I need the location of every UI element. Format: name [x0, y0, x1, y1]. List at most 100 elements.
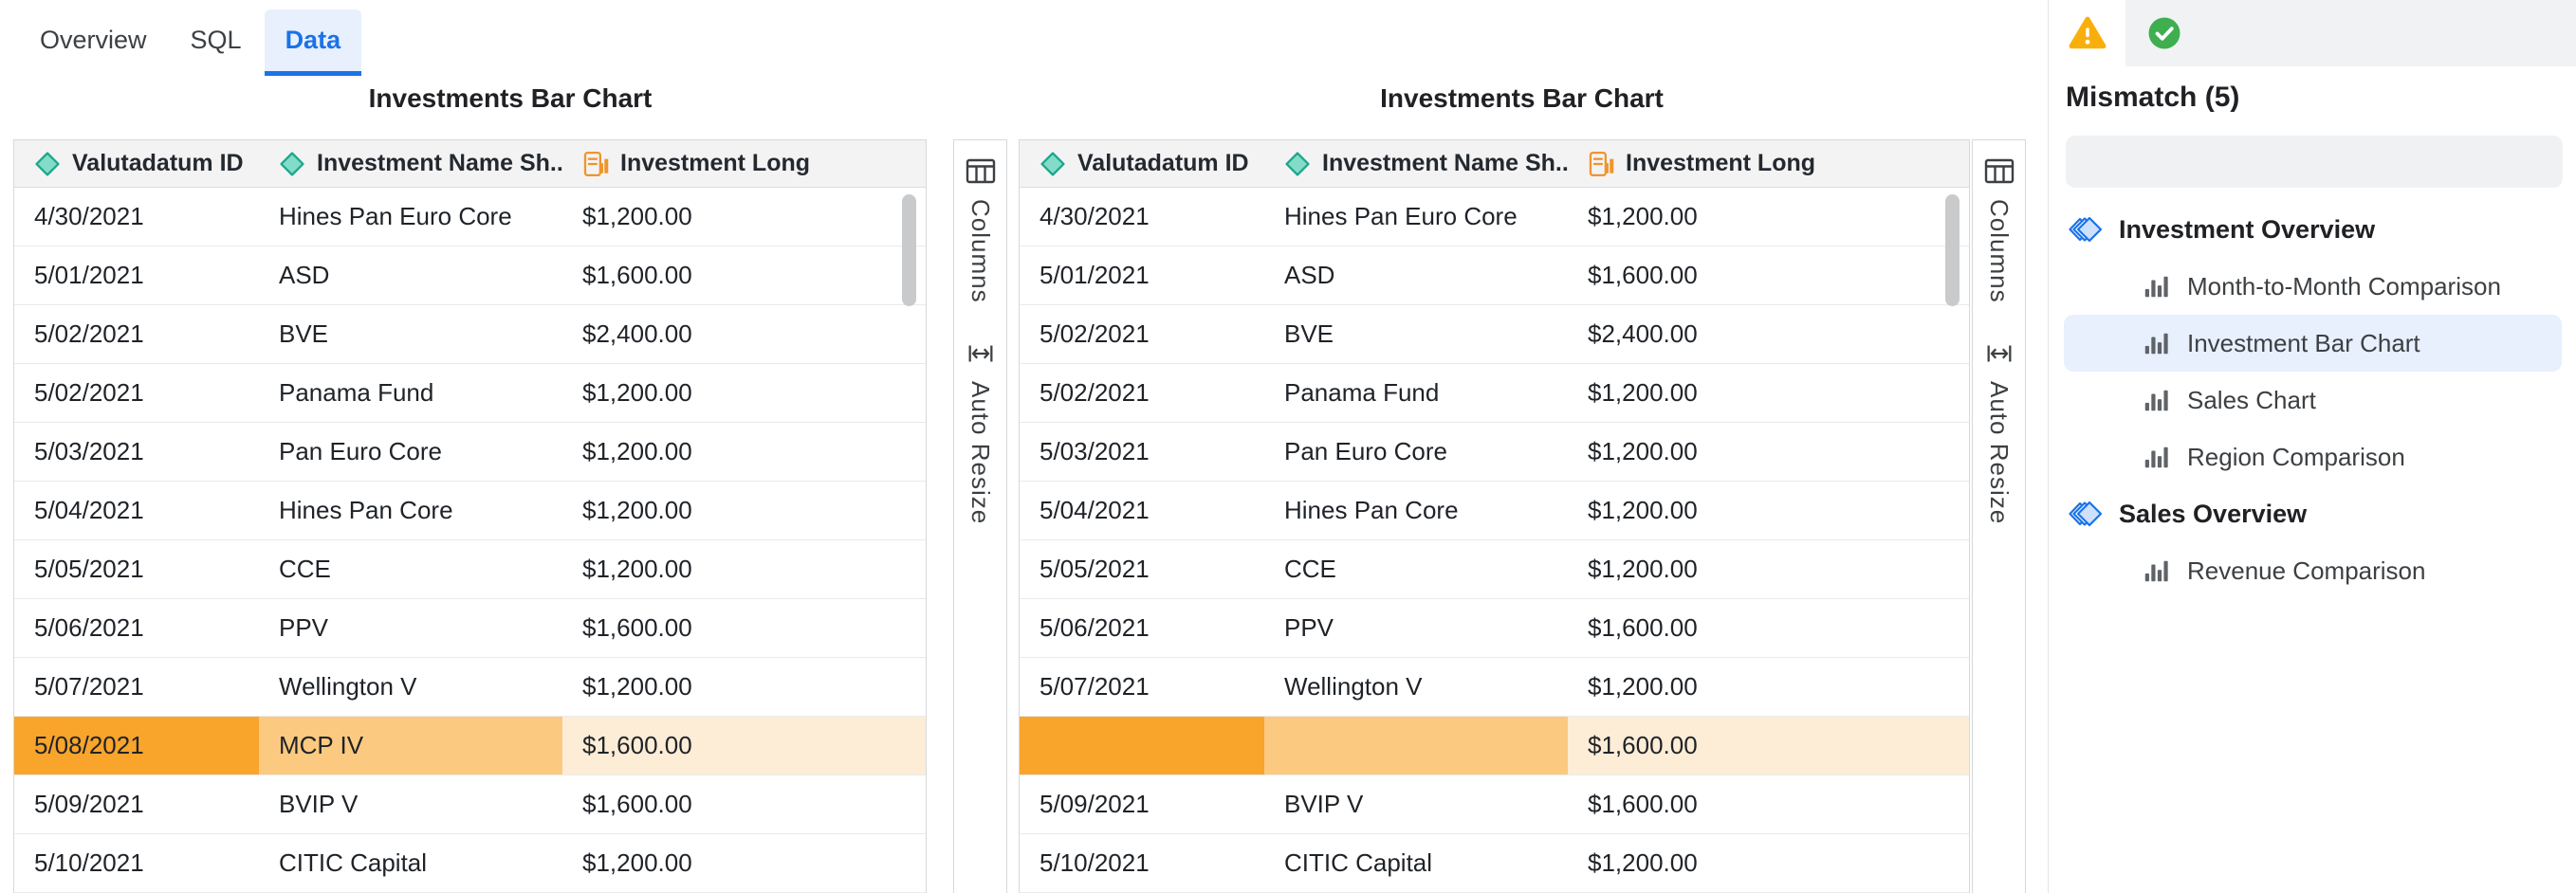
table-cell[interactable]: PPV	[279, 613, 329, 642]
search-input[interactable]	[2083, 136, 2494, 190]
table-cell[interactable]: MCP IV	[259, 717, 562, 775]
table-cell[interactable]: $1,200.00	[582, 378, 692, 407]
table-cell[interactable]: 5/02/2021	[34, 378, 144, 407]
table-cell[interactable]: 4/30/2021	[1040, 202, 1150, 230]
tree-item-revenue-comparison[interactable]: Revenue Comparison	[2064, 542, 2562, 599]
table-cell[interactable]: 5/04/2021	[34, 496, 144, 524]
table-cell[interactable]: $1,200.00	[582, 672, 692, 701]
table-cell[interactable]: 5/01/2021	[34, 261, 144, 289]
column-header-investment-name-sh[interactable]: Investment Name Sh...	[259, 140, 562, 187]
table-cell[interactable]: $1,600.00	[582, 613, 692, 642]
table-cell[interactable]: 5/05/2021	[34, 555, 144, 583]
table-cell[interactable]: 5/05/2021	[1040, 555, 1150, 583]
table-cell[interactable]: $1,600.00	[1588, 613, 1698, 642]
table-cell[interactable]: 4/30/2021	[34, 202, 144, 230]
table-cell[interactable]: CCE	[279, 555, 331, 583]
table-cell[interactable]: BVE	[1284, 319, 1334, 348]
tree-item-region-comparison[interactable]: Region Comparison	[2064, 428, 2562, 485]
table-cell[interactable]: 5/07/2021	[34, 672, 144, 701]
tree-item-label: Revenue Comparison	[2187, 556, 2426, 585]
table-cell[interactable]: 5/01/2021	[1040, 261, 1150, 289]
tab-data[interactable]: Data	[264, 9, 362, 76]
table-cell[interactable]: $1,200.00	[582, 555, 692, 583]
table-cell[interactable]: $1,200.00	[582, 848, 692, 877]
table-cell[interactable]: 5/07/2021	[1040, 672, 1150, 701]
table-cell[interactable]: $1,200.00	[582, 202, 692, 230]
table-cell[interactable]: Hines Pan Core	[1284, 496, 1459, 524]
tree-item-sales-chart[interactable]: Sales Chart	[2064, 372, 2562, 428]
table-cell[interactable]: Hines Pan Euro Core	[279, 202, 512, 230]
table-cell[interactable]: 5/03/2021	[34, 437, 144, 465]
status-tab-warning[interactable]	[2049, 0, 2125, 66]
column-header-investment-name-sh[interactable]: Investment Name Sh...	[1264, 140, 1568, 187]
table-cell[interactable]: 5/06/2021	[34, 613, 144, 642]
table-cell[interactable]: $1,600.00	[1568, 717, 1969, 775]
table-cell[interactable]: 5/02/2021	[34, 319, 144, 348]
column-header-investment-long[interactable]: Investment Long	[562, 140, 926, 187]
table-cell[interactable]: $1,600.00	[1588, 261, 1698, 289]
tree-group-sales-overview[interactable]: Sales Overview	[2049, 485, 2576, 542]
table-cell[interactable]: BVE	[279, 319, 329, 348]
table-cell[interactable]: $2,400.00	[1588, 319, 1698, 348]
tree-item-investment-bar-chart[interactable]: Investment Bar Chart	[2064, 315, 2562, 372]
columns-tool-button[interactable]: Columns	[1982, 154, 2016, 303]
table-cell[interactable]: $1,200.00	[1588, 848, 1698, 877]
table-cell[interactable]: 5/02/2021	[1040, 378, 1150, 407]
table-cell[interactable]: $1,200.00	[1588, 378, 1698, 407]
table-cell[interactable]: 5/08/2021	[14, 717, 259, 775]
column-header-label: Investment Name Sh...	[317, 150, 562, 176]
table-cell[interactable]: 5/02/2021	[1040, 319, 1150, 348]
table-cell[interactable]: $1,200.00	[1588, 437, 1698, 465]
column-header-valutadatum-id[interactable]: Valutadatum ID	[14, 140, 259, 187]
table-cell[interactable]: $2,400.00	[582, 319, 692, 348]
table-cell[interactable]: BVIP V	[279, 790, 359, 818]
columns-tool-button[interactable]: Columns	[964, 154, 998, 303]
auto-resize-tool-button[interactable]: Auto Resize	[965, 337, 997, 524]
table-cell[interactable]: CCE	[1284, 555, 1336, 583]
table-cell[interactable]: $1,600.00	[562, 717, 926, 775]
column-header-investment-long[interactable]: Investment Long	[1568, 140, 1969, 187]
table-cell[interactable]: Pan Euro Core	[1284, 437, 1447, 465]
column-header-valutadatum-id[interactable]: Valutadatum ID	[1020, 140, 1264, 187]
vertical-scrollbar-thumb[interactable]	[1945, 194, 1960, 306]
table-cell[interactable]: Wellington V	[1284, 672, 1423, 701]
tab-overview[interactable]: Overview	[40, 26, 147, 54]
table-cell[interactable]: Wellington V	[279, 672, 417, 701]
table-cell[interactable]: CITIC Capital	[279, 848, 428, 877]
table-cell[interactable]: ASD	[279, 261, 330, 289]
table-cell[interactable]: CITIC Capital	[1284, 848, 1433, 877]
vertical-scrollbar-thumb[interactable]	[902, 194, 916, 306]
table-cell[interactable]: Panama Fund	[1284, 378, 1440, 407]
table-cell[interactable]: Pan Euro Core	[279, 437, 442, 465]
table-cell[interactable]: 5/09/2021	[1040, 790, 1150, 818]
status-tab-success[interactable]	[2125, 0, 2202, 66]
table-cell[interactable]: $1,200.00	[1588, 496, 1698, 524]
table-cell[interactable]: Hines Pan Core	[279, 496, 453, 524]
table-cell[interactable]: Hines Pan Euro Core	[1284, 202, 1518, 230]
tab-sql[interactable]: SQL	[190, 26, 242, 54]
table-cell[interactable]	[1020, 717, 1264, 775]
table-cell[interactable]: Panama Fund	[279, 378, 434, 407]
table-cell[interactable]: $1,600.00	[582, 261, 692, 289]
table-cell[interactable]: ASD	[1284, 261, 1335, 289]
table-cell[interactable]: 5/10/2021	[1040, 848, 1150, 877]
auto-resize-tool-button[interactable]: Auto Resize	[1983, 337, 2015, 524]
table-row: 5/02/2021 Panama Fund $1,200.00	[14, 364, 926, 423]
table-cell[interactable]: 5/03/2021	[1040, 437, 1150, 465]
table-cell[interactable]: $1,600.00	[1588, 790, 1698, 818]
table-cell[interactable]: $1,200.00	[1588, 555, 1698, 583]
tree-group-investment-overview[interactable]: Investment Overview	[2049, 201, 2576, 258]
table-cell[interactable]	[1264, 717, 1568, 775]
table-cell[interactable]: 5/06/2021	[1040, 613, 1150, 642]
tree-item-month-to-month-comparison[interactable]: Month-to-Month Comparison	[2064, 258, 2562, 315]
table-cell[interactable]: $1,600.00	[582, 790, 692, 818]
table-cell[interactable]: BVIP V	[1284, 790, 1364, 818]
table-cell[interactable]: $1,200.00	[1588, 202, 1698, 230]
table-cell[interactable]: $1,200.00	[1588, 672, 1698, 701]
table-cell[interactable]: 5/09/2021	[34, 790, 144, 818]
table-cell[interactable]: $1,200.00	[582, 437, 692, 465]
table-cell[interactable]: 5/04/2021	[1040, 496, 1150, 524]
table-cell[interactable]: $1,200.00	[582, 496, 692, 524]
table-cell[interactable]: PPV	[1284, 613, 1334, 642]
table-cell[interactable]: 5/10/2021	[34, 848, 144, 877]
